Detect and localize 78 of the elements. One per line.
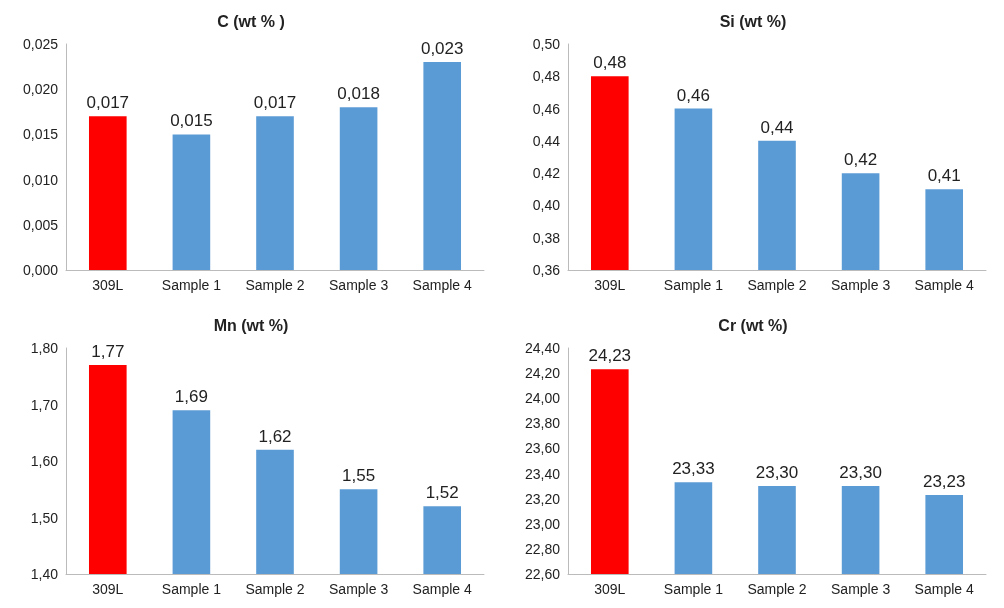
chart-title: Mn (wt %) xyxy=(213,316,289,334)
x-tick-label: 309L xyxy=(594,581,626,597)
bar xyxy=(423,62,462,270)
x-tick-label: Sample 2 xyxy=(245,277,305,293)
x-tick-label: 309L xyxy=(594,277,626,293)
x-tick-label: Sample 1 xyxy=(663,277,724,293)
y-tick-label: 24,40 xyxy=(524,340,561,356)
x-tick-label: Sample 4 xyxy=(412,277,472,293)
y-tick-label: 1,70 xyxy=(30,396,59,413)
y-tick-label: 1,50 xyxy=(30,509,59,526)
y-tick-label: 0,010 xyxy=(22,171,59,188)
data-label: 1,55 xyxy=(342,466,376,486)
y-tick-label: 0,025 xyxy=(22,36,59,52)
y-tick-label: 0,38 xyxy=(532,229,561,246)
y-tick-label: 0,005 xyxy=(22,216,59,233)
data-label: 0,015 xyxy=(170,111,213,131)
data-label: 0,42 xyxy=(844,150,878,170)
y-tick-label: 23,80 xyxy=(524,415,561,432)
x-tick-label: Sample 4 xyxy=(914,277,974,293)
bar xyxy=(88,116,127,270)
chart-title: Si (wt %) xyxy=(719,12,787,30)
y-tick-label: 24,00 xyxy=(524,390,561,407)
bar xyxy=(256,116,294,270)
y-tick-label: 24,20 xyxy=(524,365,561,382)
y-tick-label: 1,60 xyxy=(30,453,59,469)
bar xyxy=(172,134,211,270)
x-tick-label: Sample 3 xyxy=(831,277,891,293)
x-tick-label: 309L xyxy=(92,581,124,597)
x-tick-label: Sample 1 xyxy=(663,581,724,597)
x-tick-label: Sample 1 xyxy=(161,581,222,597)
y-tick-label: 0,020 xyxy=(22,81,59,98)
y-tick-label: 0,36 xyxy=(532,262,561,278)
x-tick-label: Sample 1 xyxy=(161,277,222,293)
y-tick-label: 0,48 xyxy=(532,68,561,85)
data-label: 0,41 xyxy=(927,166,961,186)
data-label: 0,017 xyxy=(253,93,297,113)
data-label: 1,52 xyxy=(425,483,459,503)
y-tick-label: 23,60 xyxy=(524,440,561,457)
chart-title: Cr (wt %) xyxy=(718,316,788,334)
data-label: 23,30 xyxy=(839,463,882,483)
y-tick-label: 0,40 xyxy=(532,197,561,214)
y-tick-label: 23,20 xyxy=(524,490,561,507)
y-tick-label: 23,40 xyxy=(524,465,561,482)
data-label: 0,017 xyxy=(86,93,130,113)
y-tick-label: 0,42 xyxy=(532,165,561,182)
x-tick-label: Sample 3 xyxy=(329,277,389,293)
data-label: 0,48 xyxy=(593,53,627,73)
y-tick-label: 0,50 xyxy=(532,36,561,52)
y-tick-label: 22,80 xyxy=(524,540,561,557)
data-label: 1,69 xyxy=(174,387,208,407)
y-tick-label: 0,000 xyxy=(22,262,59,278)
chart-title: C (wt % ) xyxy=(217,12,285,30)
x-tick-label: 309L xyxy=(92,277,124,293)
y-tick-label: 22,60 xyxy=(524,566,561,582)
x-tick-label: Sample 3 xyxy=(329,581,389,597)
data-label: 24,23 xyxy=(588,346,632,366)
x-tick-label: Sample 4 xyxy=(914,581,974,597)
y-tick-label: 0,46 xyxy=(532,100,561,117)
x-tick-label: Sample 2 xyxy=(747,581,807,597)
data-label: 0,018 xyxy=(337,84,380,104)
bar xyxy=(339,107,378,270)
data-label: 0,44 xyxy=(760,117,794,137)
data-label: 23,30 xyxy=(755,463,799,483)
data-label: 23,23 xyxy=(922,471,966,491)
data-label: 1,77 xyxy=(91,341,125,361)
y-tick-label: 0,015 xyxy=(22,126,59,143)
data-label: 0,023 xyxy=(420,39,464,59)
data-label: 1,62 xyxy=(258,426,292,446)
x-tick-label: Sample 2 xyxy=(245,581,305,597)
data-label: 0,46 xyxy=(676,85,710,105)
y-tick-label: 23,00 xyxy=(524,515,561,532)
y-tick-label: 1,40 xyxy=(30,566,59,582)
y-tick-label: 0,44 xyxy=(532,132,561,149)
x-tick-label: Sample 2 xyxy=(747,277,807,293)
x-tick-label: Sample 4 xyxy=(412,581,472,597)
x-tick-label: Sample 3 xyxy=(831,581,891,597)
y-tick-label: 1,80 xyxy=(30,340,59,356)
data-label: 23,33 xyxy=(672,459,715,479)
